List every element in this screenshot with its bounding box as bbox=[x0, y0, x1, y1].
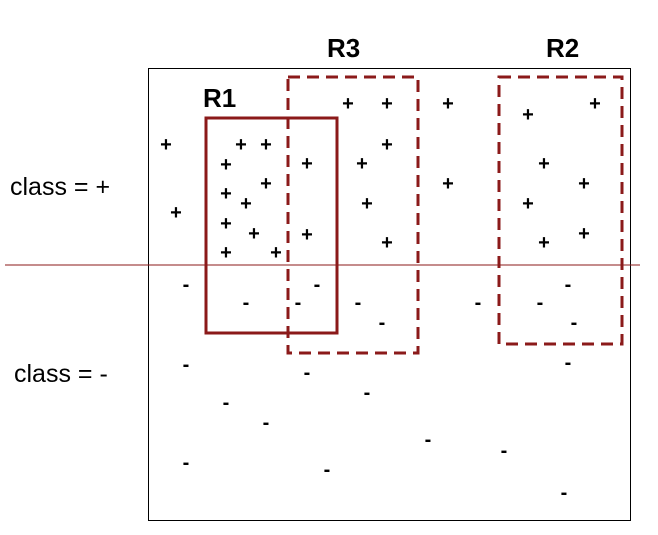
negative-point: - bbox=[364, 382, 371, 404]
positive-point: + bbox=[522, 193, 534, 215]
positive-point: + bbox=[220, 242, 232, 264]
data-points: ++++ +++ ++ ++ ++++ ++++++++ ++++++-- ----- ----… bbox=[160, 93, 601, 504]
region-r3-label: R3 bbox=[327, 33, 360, 63]
positive-point: + bbox=[240, 193, 252, 215]
positive-point: + bbox=[170, 202, 182, 224]
positive-point: + bbox=[538, 232, 550, 254]
positive-point: + bbox=[356, 153, 368, 175]
negative-point: - bbox=[183, 452, 190, 474]
positive-point: + bbox=[220, 183, 232, 205]
positive-point: + bbox=[522, 104, 534, 126]
region-r1-label: R1 bbox=[203, 83, 236, 113]
negative-point: - bbox=[223, 392, 230, 414]
class-negative-label: class = - bbox=[14, 360, 108, 388]
positive-point: + bbox=[381, 232, 393, 254]
negative-point: - bbox=[565, 352, 572, 374]
positive-point: + bbox=[260, 134, 272, 156]
region-r2-box bbox=[497, 75, 624, 346]
negative-point: - bbox=[425, 429, 432, 451]
positive-point: + bbox=[342, 93, 354, 115]
negative-point: - bbox=[565, 274, 572, 296]
region-r2-label: R2 bbox=[546, 33, 579, 63]
region-r1-box bbox=[204, 116, 339, 335]
positive-point: + bbox=[589, 93, 601, 115]
positive-point: + bbox=[442, 93, 454, 115]
positive-point: + bbox=[260, 173, 272, 195]
negative-point: - bbox=[379, 312, 386, 334]
negative-point: - bbox=[295, 292, 302, 314]
positive-point: + bbox=[381, 134, 393, 156]
positive-point: + bbox=[538, 153, 550, 175]
positive-point: + bbox=[220, 213, 232, 235]
positive-point: + bbox=[578, 223, 590, 245]
positive-point: + bbox=[160, 134, 172, 156]
class-positive-label: class = + bbox=[10, 173, 110, 201]
positive-point: + bbox=[220, 154, 232, 176]
negative-point: - bbox=[475, 292, 482, 314]
negative-point: - bbox=[183, 274, 190, 296]
positive-point: + bbox=[235, 134, 247, 156]
plot-frame bbox=[148, 68, 631, 521]
negative-point: - bbox=[501, 440, 508, 462]
positive-point: + bbox=[270, 242, 282, 264]
positive-point: + bbox=[301, 153, 313, 175]
positive-point: + bbox=[248, 223, 260, 245]
negative-point: - bbox=[183, 354, 190, 376]
negative-point: - bbox=[355, 292, 362, 314]
negative-point: - bbox=[324, 459, 331, 481]
negative-point: - bbox=[561, 482, 568, 504]
region-r3-box bbox=[286, 75, 420, 355]
negative-point: - bbox=[304, 362, 311, 384]
negative-point: - bbox=[537, 292, 544, 314]
positive-point: + bbox=[381, 93, 393, 115]
positive-point: + bbox=[361, 193, 373, 215]
negative-point: - bbox=[314, 274, 321, 296]
positive-point: + bbox=[442, 173, 454, 195]
negative-point: - bbox=[243, 292, 250, 314]
negative-point: - bbox=[263, 412, 270, 434]
positive-point: + bbox=[301, 224, 313, 246]
negative-point: - bbox=[571, 312, 578, 334]
positive-point: + bbox=[578, 173, 590, 195]
